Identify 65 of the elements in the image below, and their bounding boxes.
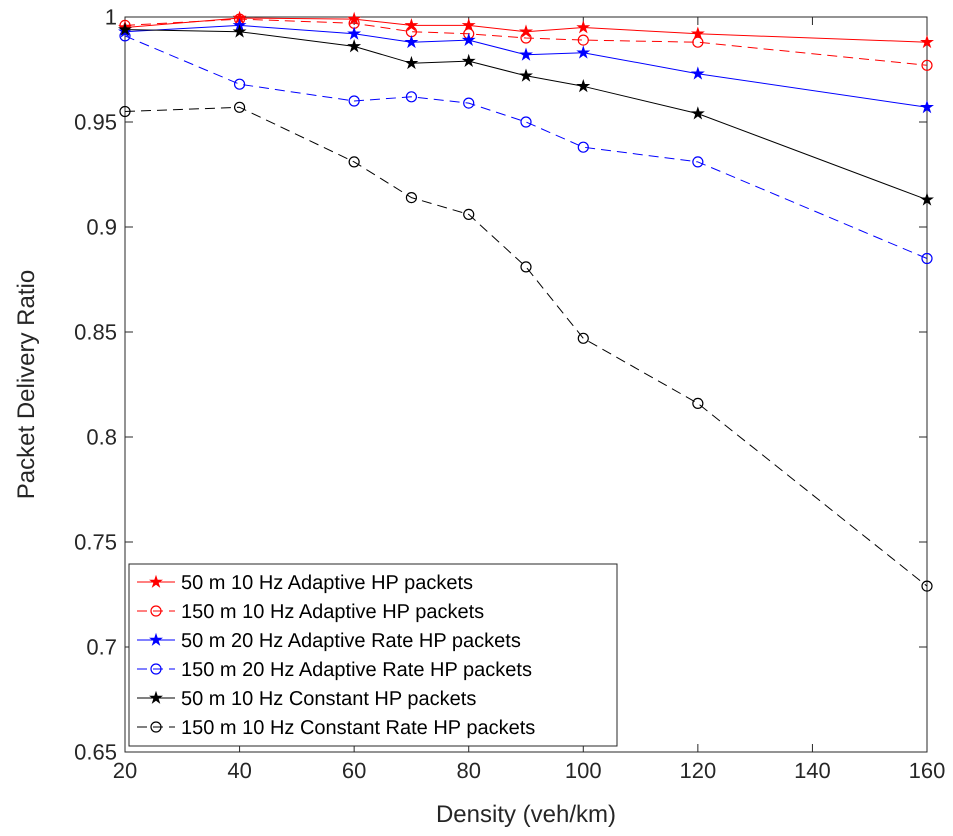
y-tick-label: 1 bbox=[104, 4, 117, 30]
x-tick-label: 140 bbox=[794, 758, 831, 783]
y-axis-title: Packet Delivery Ratio bbox=[13, 270, 40, 500]
point bbox=[406, 91, 418, 102]
x-tick-label: 20 bbox=[112, 758, 138, 783]
x-axis-title: Density (veh/km) bbox=[436, 801, 616, 828]
point bbox=[234, 14, 246, 25]
point bbox=[576, 45, 590, 59]
point bbox=[404, 34, 418, 48]
point bbox=[690, 106, 705, 120]
point bbox=[234, 102, 246, 113]
point bbox=[576, 20, 590, 34]
point bbox=[234, 78, 246, 90]
point bbox=[920, 192, 934, 206]
point bbox=[347, 26, 362, 40]
point bbox=[578, 142, 589, 153]
point bbox=[463, 98, 474, 109]
point bbox=[690, 66, 705, 80]
point bbox=[519, 68, 533, 82]
point bbox=[119, 30, 131, 42]
point bbox=[578, 34, 589, 46]
point bbox=[119, 106, 131, 118]
x-tick-label: 160 bbox=[908, 758, 946, 783]
point bbox=[920, 34, 934, 48]
legend-label: 150 m 20 Hz Adaptive Rate HP packets bbox=[181, 659, 532, 681]
y-tick-label: 0.9 bbox=[86, 214, 117, 240]
point bbox=[348, 156, 360, 168]
y-tick-label: 0.8 bbox=[86, 424, 117, 450]
legend-label: 150 m 10 Hz Constant Rate HP packets bbox=[181, 717, 536, 739]
point bbox=[921, 252, 933, 264]
point bbox=[692, 398, 704, 409]
point bbox=[462, 54, 476, 68]
legend-label: 50 m 10 Hz Adaptive HP packets bbox=[181, 572, 474, 594]
point bbox=[520, 32, 532, 44]
y-tick-label: 0.75 bbox=[74, 530, 117, 555]
point bbox=[520, 116, 532, 128]
point bbox=[406, 192, 418, 204]
point bbox=[576, 78, 590, 92]
point bbox=[920, 100, 934, 114]
y-tick-label: 0.85 bbox=[74, 320, 117, 345]
point bbox=[520, 261, 532, 272]
y-tick-label: 0.7 bbox=[86, 634, 117, 660]
point bbox=[347, 39, 362, 52]
point bbox=[463, 28, 474, 40]
x-tick-label: 120 bbox=[680, 758, 716, 783]
point bbox=[462, 32, 476, 46]
legend-label: 150 m 10 Hz Adaptive HP packets bbox=[181, 601, 484, 623]
point bbox=[692, 156, 704, 168]
point bbox=[921, 60, 933, 71]
point bbox=[404, 56, 418, 70]
point bbox=[578, 332, 589, 344]
point bbox=[519, 47, 533, 61]
point bbox=[692, 36, 704, 48]
x-tick-label: 40 bbox=[227, 758, 252, 783]
x-tick-label: 100 bbox=[564, 758, 602, 783]
point bbox=[921, 580, 933, 592]
point bbox=[232, 24, 247, 38]
point bbox=[463, 208, 474, 220]
legend-label: 50 m 10 Hz Constant HP packets bbox=[181, 688, 476, 710]
point bbox=[348, 95, 360, 107]
x-tick-label: 60 bbox=[342, 758, 366, 783]
y-tick-label: 0.95 bbox=[74, 110, 117, 135]
point bbox=[406, 26, 418, 38]
x-tick-label: 80 bbox=[456, 758, 481, 783]
legend-label: 50 m 20 Hz Adaptive Rate HP packets bbox=[181, 630, 521, 652]
